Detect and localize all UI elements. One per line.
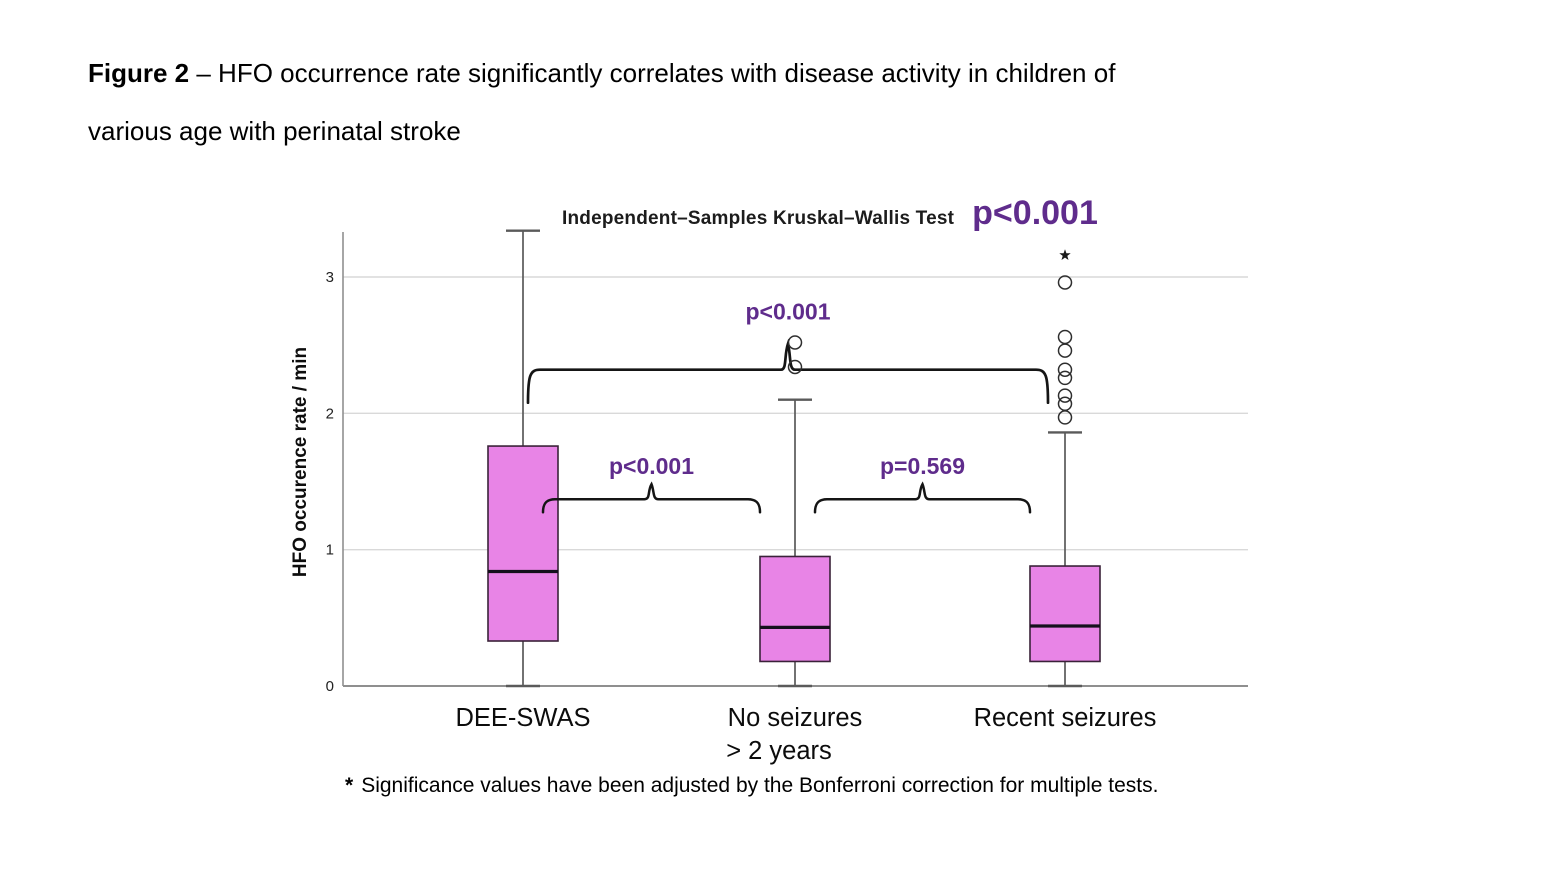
- chart-header: Independent–Samples Kruskal–Wallis Test …: [562, 194, 1098, 233]
- box-2: [1029, 565, 1101, 663]
- overall-p-value: p<0.001: [972, 194, 1098, 232]
- category-label-2-line-0: Recent seizures: [974, 704, 1157, 732]
- y-tick-label-3: 3: [326, 269, 334, 286]
- y-tick-label-0: 0: [326, 678, 334, 695]
- outlier-circle-2-2: [1057, 343, 1073, 358]
- comparison-bracket-0: [526, 338, 1050, 405]
- caption-line-1-text: – HFO occurrence rate significantly corr…: [196, 58, 1116, 88]
- y-axis-title: HFO occurence rate / min: [290, 347, 311, 577]
- outlier-circle-2-3: [1057, 362, 1073, 377]
- footnote: * Significance values have been adjusted …: [345, 774, 1158, 798]
- category-label-0-line-0: DEE-SWAS: [455, 704, 590, 732]
- figure-caption: Figure 2 – HFO occurrence rate significa…: [88, 55, 1448, 171]
- outlier-circle-2-5: [1057, 388, 1073, 403]
- pairwise-p-value-2: p=0.569: [880, 453, 965, 479]
- outlier-circle-1-1: [787, 359, 803, 375]
- outlier-circle-2-1: [1057, 329, 1073, 345]
- caption-line-1: Figure 2 – HFO occurrence rate significa…: [88, 55, 1448, 91]
- category-label-1-line-0: No seizures: [728, 704, 863, 732]
- extreme-star-2-0: [1059, 249, 1071, 260]
- footnote-asterisk: *: [345, 774, 354, 797]
- comparison-bracket-1: [541, 481, 762, 514]
- y-tick-label-1: 1: [326, 542, 334, 559]
- caption-line-2: various age with perinatal stroke: [88, 116, 461, 146]
- footnote-text: Significance values have been adjusted b…: [361, 774, 1159, 797]
- figure-number-label: Figure 2: [88, 58, 190, 88]
- box-1: [759, 555, 831, 663]
- category-label-1-line-1: > 2 years: [726, 737, 832, 765]
- outlier-circle-2-0: [1057, 275, 1073, 290]
- y-tick-label-2: 2: [326, 405, 334, 422]
- outlier-circle-2-6: [1057, 396, 1073, 412]
- outlier-circle-2-4: [1057, 370, 1073, 386]
- outlier-circle-2-7: [1057, 410, 1073, 425]
- box-0: [487, 445, 559, 642]
- comparison-bracket-2: [813, 481, 1032, 514]
- pairwise-p-value-1: p<0.001: [609, 453, 694, 479]
- outlier-circle-1-0: [787, 335, 803, 350]
- pairwise-p-value-0: p<0.001: [745, 299, 830, 325]
- statistical-test-label: Independent–Samples Kruskal–Wallis Test: [562, 208, 955, 229]
